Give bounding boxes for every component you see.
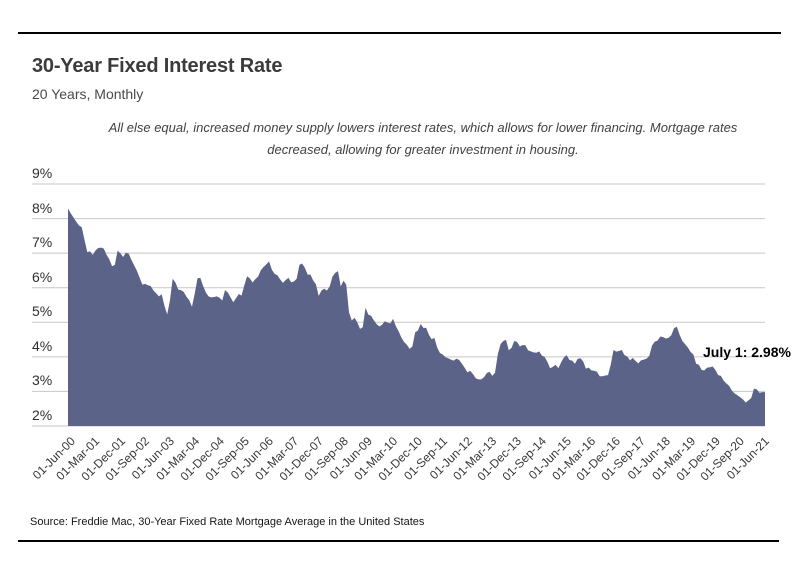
source-note: Source: Freddie Mac, 30-Year Fixed Rate …: [30, 516, 425, 528]
y-tick-label: 5%: [32, 303, 53, 319]
y-tick-label: 8%: [32, 200, 53, 216]
last-value-annotation: July 1: 2.98%: [703, 344, 791, 360]
y-tick-label: 6%: [32, 269, 53, 285]
page-title: 30-Year Fixed Interest Rate: [32, 55, 283, 77]
y-tick-label: 7%: [32, 234, 53, 250]
area-chart: [32, 183, 765, 427]
bottom-rule: [18, 540, 779, 542]
y-axis-labels: 9% 8% 7% 6% 5% 4% 3% 2%: [32, 0, 72, 440]
x-axis-labels: 01-Jun-00 01-Mar-01 01-Dec-01 01-Sep-02 01-J…: [30, 430, 775, 510]
y-tick-label: 3%: [32, 372, 53, 388]
y-tick-label: 4%: [32, 338, 53, 354]
y-tick-label: 2%: [32, 407, 53, 423]
area-fill: [68, 208, 765, 426]
chart-subtitle: 20 Years, Monthly: [32, 86, 144, 102]
y-tick-label: 9%: [32, 165, 53, 181]
chart-note: All else equal, increased money supply l…: [108, 120, 738, 157]
top-rule: [18, 32, 781, 34]
